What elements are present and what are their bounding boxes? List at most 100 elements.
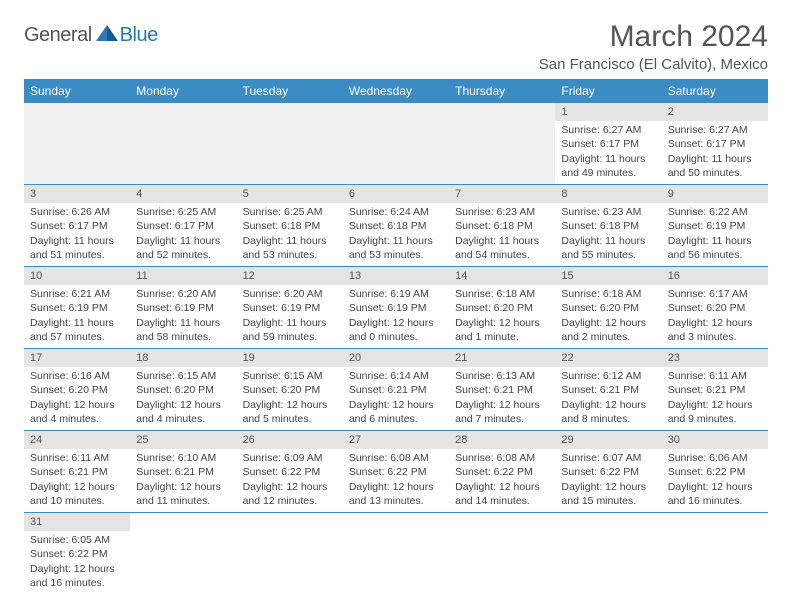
calendar-day: 27Sunrise: 6:08 AMSunset: 6:22 PMDayligh… xyxy=(343,430,449,512)
calendar-day: 19Sunrise: 6:15 AMSunset: 6:20 PMDayligh… xyxy=(237,348,343,430)
day-details: Sunrise: 6:23 AMSunset: 6:18 PMDaylight:… xyxy=(449,203,555,266)
day-header: Sunday xyxy=(24,79,130,103)
day-header-row: SundayMondayTuesdayWednesdayThursdayFrid… xyxy=(24,79,768,103)
calendar-empty xyxy=(237,512,343,593)
calendar-day: 2Sunrise: 6:27 AMSunset: 6:17 PMDaylight… xyxy=(662,103,768,184)
day-number: 18 xyxy=(130,349,236,367)
day-details: Sunrise: 6:21 AMSunset: 6:19 PMDaylight:… xyxy=(24,285,130,348)
calendar-day: 29Sunrise: 6:07 AMSunset: 6:22 PMDayligh… xyxy=(555,430,661,512)
calendar-day: 9Sunrise: 6:22 AMSunset: 6:19 PMDaylight… xyxy=(662,184,768,266)
calendar-empty xyxy=(449,512,555,593)
day-number: 27 xyxy=(343,431,449,449)
calendar-day: 25Sunrise: 6:10 AMSunset: 6:21 PMDayligh… xyxy=(130,430,236,512)
day-details: Sunrise: 6:07 AMSunset: 6:22 PMDaylight:… xyxy=(555,449,661,512)
day-number: 3 xyxy=(24,185,130,203)
day-number: 2 xyxy=(662,103,768,121)
day-details: Sunrise: 6:20 AMSunset: 6:19 PMDaylight:… xyxy=(237,285,343,348)
day-header: Wednesday xyxy=(343,79,449,103)
calendar-empty xyxy=(130,512,236,593)
calendar-day: 21Sunrise: 6:13 AMSunset: 6:21 PMDayligh… xyxy=(449,348,555,430)
calendar-day: 13Sunrise: 6:19 AMSunset: 6:19 PMDayligh… xyxy=(343,266,449,348)
calendar-table: SundayMondayTuesdayWednesdayThursdayFrid… xyxy=(24,79,768,594)
day-number: 22 xyxy=(555,349,661,367)
calendar-day: 5Sunrise: 6:25 AMSunset: 6:18 PMDaylight… xyxy=(237,184,343,266)
day-number: 16 xyxy=(662,267,768,285)
calendar-day: 7Sunrise: 6:23 AMSunset: 6:18 PMDaylight… xyxy=(449,184,555,266)
day-details: Sunrise: 6:19 AMSunset: 6:19 PMDaylight:… xyxy=(343,285,449,348)
month-title: March 2024 xyxy=(539,20,768,54)
calendar-day: 8Sunrise: 6:23 AMSunset: 6:18 PMDaylight… xyxy=(555,184,661,266)
day-number: 11 xyxy=(130,267,236,285)
day-details: Sunrise: 6:25 AMSunset: 6:17 PMDaylight:… xyxy=(130,203,236,266)
day-number: 15 xyxy=(555,267,661,285)
calendar-day: 15Sunrise: 6:18 AMSunset: 6:20 PMDayligh… xyxy=(555,266,661,348)
day-details: Sunrise: 6:12 AMSunset: 6:21 PMDaylight:… xyxy=(555,367,661,430)
calendar-day: 18Sunrise: 6:15 AMSunset: 6:20 PMDayligh… xyxy=(130,348,236,430)
day-details: Sunrise: 6:27 AMSunset: 6:17 PMDaylight:… xyxy=(662,121,768,184)
day-number: 8 xyxy=(555,185,661,203)
day-number: 20 xyxy=(343,349,449,367)
header: General Blue March 2024 San Francisco (E… xyxy=(24,20,768,73)
day-number: 4 xyxy=(130,185,236,203)
calendar-empty xyxy=(130,103,236,184)
day-number: 9 xyxy=(662,185,768,203)
calendar-day: 17Sunrise: 6:16 AMSunset: 6:20 PMDayligh… xyxy=(24,348,130,430)
day-details: Sunrise: 6:18 AMSunset: 6:20 PMDaylight:… xyxy=(555,285,661,348)
calendar-week: 17Sunrise: 6:16 AMSunset: 6:20 PMDayligh… xyxy=(24,348,768,430)
calendar-empty xyxy=(343,512,449,593)
day-details: Sunrise: 6:15 AMSunset: 6:20 PMDaylight:… xyxy=(130,367,236,430)
day-number: 29 xyxy=(555,431,661,449)
day-number: 25 xyxy=(130,431,236,449)
day-details: Sunrise: 6:16 AMSunset: 6:20 PMDaylight:… xyxy=(24,367,130,430)
day-details: Sunrise: 6:17 AMSunset: 6:20 PMDaylight:… xyxy=(662,285,768,348)
day-details: Sunrise: 6:18 AMSunset: 6:20 PMDaylight:… xyxy=(449,285,555,348)
day-number: 31 xyxy=(24,513,130,531)
day-details: Sunrise: 6:05 AMSunset: 6:22 PMDaylight:… xyxy=(24,531,130,594)
day-details: Sunrise: 6:15 AMSunset: 6:20 PMDaylight:… xyxy=(237,367,343,430)
calendar-day: 3Sunrise: 6:26 AMSunset: 6:17 PMDaylight… xyxy=(24,184,130,266)
calendar-day: 26Sunrise: 6:09 AMSunset: 6:22 PMDayligh… xyxy=(237,430,343,512)
day-details: Sunrise: 6:11 AMSunset: 6:21 PMDaylight:… xyxy=(662,367,768,430)
calendar-body: 1Sunrise: 6:27 AMSunset: 6:17 PMDaylight… xyxy=(24,103,768,594)
calendar-day: 30Sunrise: 6:06 AMSunset: 6:22 PMDayligh… xyxy=(662,430,768,512)
day-details: Sunrise: 6:27 AMSunset: 6:17 PMDaylight:… xyxy=(555,121,661,184)
calendar-empty xyxy=(555,512,661,593)
calendar-day: 10Sunrise: 6:21 AMSunset: 6:19 PMDayligh… xyxy=(24,266,130,348)
brand-logo: General Blue xyxy=(24,24,158,47)
calendar-empty xyxy=(24,103,130,184)
day-details: Sunrise: 6:20 AMSunset: 6:19 PMDaylight:… xyxy=(130,285,236,348)
day-header: Friday xyxy=(555,79,661,103)
day-number: 5 xyxy=(237,185,343,203)
day-details: Sunrise: 6:06 AMSunset: 6:22 PMDaylight:… xyxy=(662,449,768,512)
day-number: 14 xyxy=(449,267,555,285)
day-details: Sunrise: 6:22 AMSunset: 6:19 PMDaylight:… xyxy=(662,203,768,266)
day-number: 19 xyxy=(237,349,343,367)
calendar-day: 12Sunrise: 6:20 AMSunset: 6:19 PMDayligh… xyxy=(237,266,343,348)
day-number: 21 xyxy=(449,349,555,367)
day-details: Sunrise: 6:25 AMSunset: 6:18 PMDaylight:… xyxy=(237,203,343,266)
day-details: Sunrise: 6:09 AMSunset: 6:22 PMDaylight:… xyxy=(237,449,343,512)
day-number: 17 xyxy=(24,349,130,367)
title-block: March 2024 San Francisco (El Calvito), M… xyxy=(539,20,768,73)
calendar-day: 6Sunrise: 6:24 AMSunset: 6:18 PMDaylight… xyxy=(343,184,449,266)
day-number: 10 xyxy=(24,267,130,285)
calendar-week: 31Sunrise: 6:05 AMSunset: 6:22 PMDayligh… xyxy=(24,512,768,593)
day-number: 6 xyxy=(343,185,449,203)
calendar-day: 20Sunrise: 6:14 AMSunset: 6:21 PMDayligh… xyxy=(343,348,449,430)
calendar-day: 31Sunrise: 6:05 AMSunset: 6:22 PMDayligh… xyxy=(24,512,130,593)
calendar-day: 28Sunrise: 6:08 AMSunset: 6:22 PMDayligh… xyxy=(449,430,555,512)
brand-part1: General xyxy=(24,24,92,47)
day-details: Sunrise: 6:14 AMSunset: 6:21 PMDaylight:… xyxy=(343,367,449,430)
day-header: Tuesday xyxy=(237,79,343,103)
day-details: Sunrise: 6:13 AMSunset: 6:21 PMDaylight:… xyxy=(449,367,555,430)
brand-part2: Blue xyxy=(120,24,158,47)
calendar-day: 23Sunrise: 6:11 AMSunset: 6:21 PMDayligh… xyxy=(662,348,768,430)
day-header: Thursday xyxy=(449,79,555,103)
day-number: 30 xyxy=(662,431,768,449)
calendar-day: 16Sunrise: 6:17 AMSunset: 6:20 PMDayligh… xyxy=(662,266,768,348)
day-number: 26 xyxy=(237,431,343,449)
day-header: Saturday xyxy=(662,79,768,103)
calendar-day: 24Sunrise: 6:11 AMSunset: 6:21 PMDayligh… xyxy=(24,430,130,512)
calendar-empty xyxy=(237,103,343,184)
day-details: Sunrise: 6:24 AMSunset: 6:18 PMDaylight:… xyxy=(343,203,449,266)
